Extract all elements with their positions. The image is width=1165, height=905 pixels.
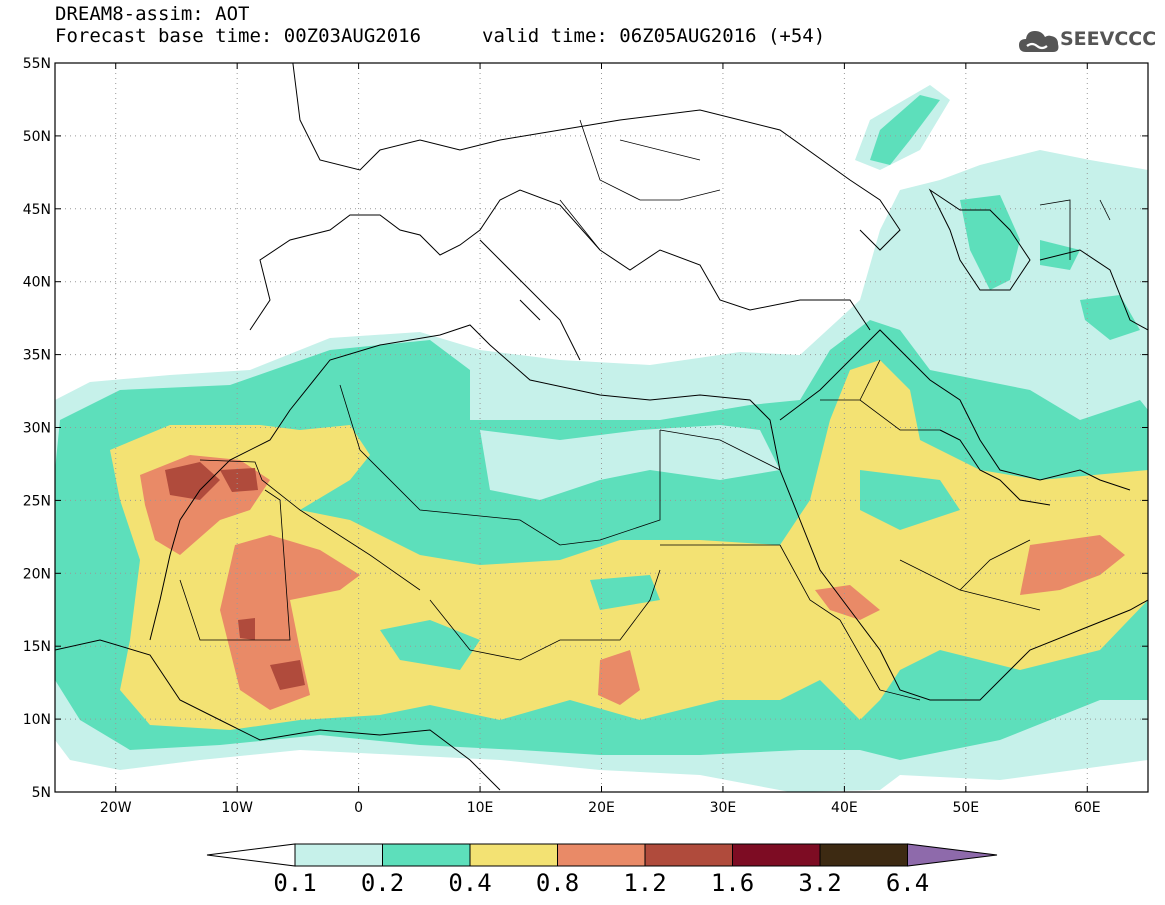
- axis-ticks: [55, 62, 1148, 793]
- map-title: DREAM8-assim: AOT: [55, 3, 250, 25]
- lat-label: 5N: [32, 785, 51, 801]
- lat-label: 45N: [23, 202, 51, 218]
- aot-band-0.2: [870, 95, 940, 165]
- coastlines: [55, 63, 1148, 791]
- time-info: Forecast base time: 00Z03AUG2016 valid ti…: [55, 25, 825, 47]
- lat-label: 10N: [23, 712, 51, 728]
- map-grid: [55, 63, 1148, 792]
- colorbar-label: 0.2: [360, 869, 405, 897]
- lat-label: 50N: [23, 129, 51, 145]
- colorbar-label: 0.4: [448, 869, 492, 897]
- colorbar-swatch: [294, 843, 383, 867]
- cloud-icon: [1019, 31, 1059, 52]
- aot-band-0.2: [380, 620, 480, 670]
- lon-label: 10W: [221, 800, 253, 816]
- aot-clear: [480, 425, 780, 500]
- lon-label: 30E: [710, 800, 737, 816]
- lat-label: 25N: [23, 493, 51, 509]
- lon-label: 50E: [952, 800, 979, 816]
- lat-labels: 5N 10N 15N 20N 25N 30N 35N 40N 45N 50N 55N: [23, 56, 51, 801]
- colorbar-label: 1.6: [710, 869, 755, 897]
- lat-label: 55N: [23, 56, 51, 72]
- colorbar-swatch: [644, 843, 733, 867]
- colorbar-swatch: [382, 843, 471, 867]
- colorbar-swatch: [732, 843, 821, 867]
- colorbar-swatch: [819, 843, 908, 867]
- lat-label: 15N: [23, 639, 51, 655]
- colorbar-under-arrow: [206, 843, 296, 867]
- base-time: Forecast base time: 00Z03AUG2016: [55, 25, 422, 47]
- logo-text: SEEVCCC: [1060, 28, 1157, 50]
- valid-time: valid time: 06Z05AUG2016 (+54): [482, 25, 826, 47]
- aot-band-1.2: [165, 462, 220, 500]
- lat-label: 30N: [23, 421, 51, 437]
- lat-label: 35N: [23, 348, 51, 364]
- lon-label: 10E: [467, 800, 494, 816]
- colorbar-swatch: [557, 843, 646, 867]
- lon-label: 20E: [588, 800, 615, 816]
- aot-band-1.2: [270, 660, 305, 690]
- aot-band-1.2: [220, 468, 258, 492]
- colorbar-over-arrow: [907, 843, 998, 867]
- seevccc-logo: [1018, 24, 1158, 60]
- lon-labels: 20W 10W 0 10E 20E 30E 40E 50E 60E: [100, 800, 1101, 816]
- lon-label: 60E: [1074, 800, 1101, 816]
- aot-band-0.8: [815, 585, 880, 620]
- lat-label: 20N: [23, 566, 51, 582]
- lon-label: 0: [354, 800, 363, 816]
- lon-label: 20W: [100, 800, 132, 816]
- colorbar-label: 0.8: [535, 869, 580, 897]
- aot-field: [55, 85, 1148, 792]
- aot-band-0.4: [110, 360, 1148, 730]
- aot-band-0.2: [590, 575, 660, 610]
- aot-band-1.2: [238, 618, 255, 640]
- colorbar-swatch: [469, 843, 558, 867]
- colorbar-label: 3.2: [798, 869, 842, 897]
- aot-band-0.8: [598, 650, 640, 705]
- colorbar-label: 6.4: [885, 869, 930, 897]
- colorbar-label: 0.1: [273, 869, 317, 897]
- lat-label: 40N: [23, 275, 51, 291]
- colorbar: [206, 843, 998, 867]
- borders: [179, 119, 1111, 701]
- colorbar-label: 1.2: [623, 869, 667, 897]
- aot-band-0.8: [1020, 535, 1125, 595]
- lon-label: 40E: [831, 800, 858, 816]
- aot-band-0.2: [960, 195, 1020, 290]
- aot-band-0.8: [220, 535, 360, 710]
